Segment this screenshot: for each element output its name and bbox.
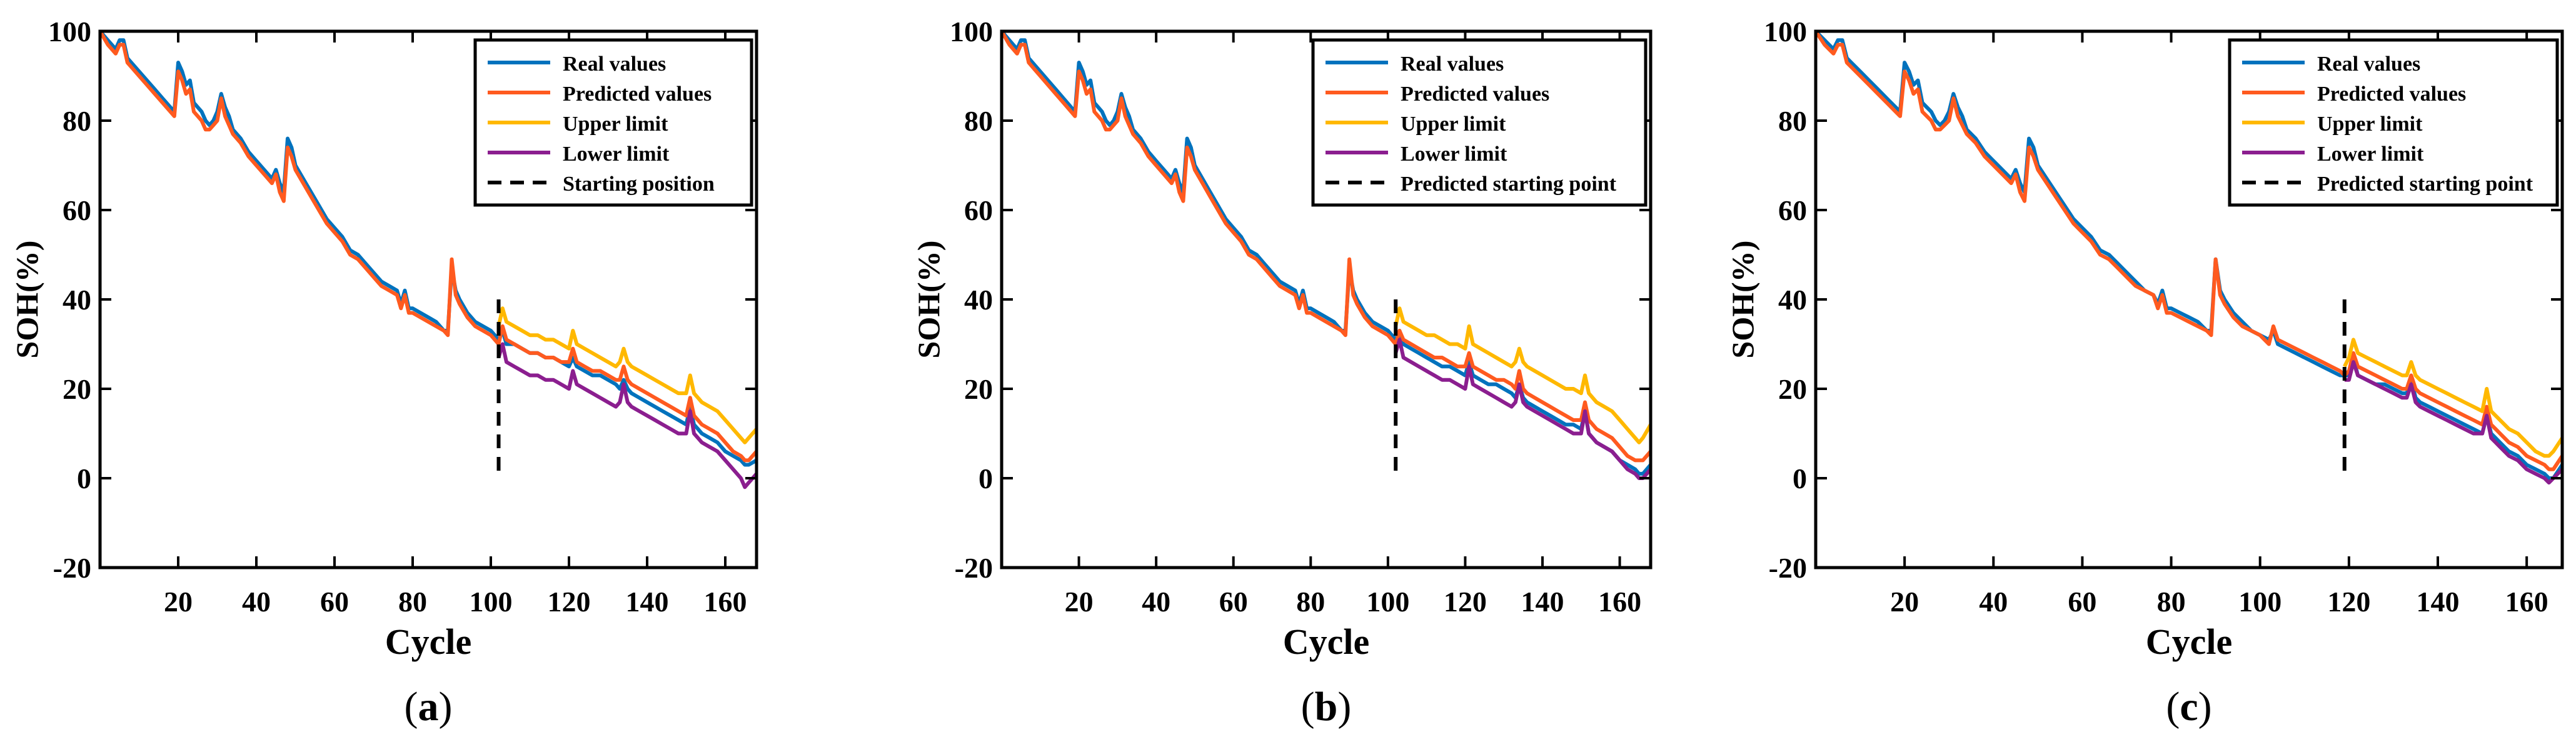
x-tick-label: 60 — [320, 586, 349, 618]
x-tick-label: 60 — [1219, 586, 1248, 618]
panel-b: 20 40 60 80 100 120 140 160-20020406080100Cycle… — [911, 16, 1653, 729]
panel-label: (a) — [405, 684, 453, 729]
x-axis-label: Cycle — [2146, 621, 2233, 662]
y-tick-label: 40 — [63, 284, 91, 316]
legend-label: Starting position — [563, 173, 715, 196]
y-tick-label: 0 — [979, 463, 993, 494]
x-tick-label: 80 — [398, 586, 427, 618]
y-tick-label: -20 — [1769, 552, 1807, 584]
panel-label-close: ) — [2198, 684, 2212, 729]
legend-label: Upper limit — [1401, 113, 1506, 136]
y-tick-label: -20 — [53, 552, 91, 584]
legend-label: Predicted values — [563, 83, 712, 106]
y-tick-label: 80 — [1778, 105, 1807, 137]
y-tick-label: -20 — [955, 552, 993, 584]
panel-label-letter: b — [1315, 684, 1338, 729]
panel-label-open: ( — [2166, 684, 2180, 729]
y-tick-label: 0 — [77, 463, 91, 494]
x-tick-label: 160 — [2505, 586, 2548, 618]
series-line-upper — [496, 306, 758, 444]
x-axis-label: Cycle — [1283, 621, 1370, 662]
x-tick-label: 80 — [2157, 586, 2186, 618]
series-line-predicted — [1814, 30, 2564, 471]
legend-label: Predicted values — [1401, 83, 1549, 106]
x-tick-label: 160 — [1598, 586, 1641, 618]
y-tick-label: 20 — [63, 373, 91, 405]
x-tick-label: 100 — [2238, 586, 2282, 618]
x-tick-label: 20 — [1890, 586, 1919, 618]
series-line-real — [1814, 29, 2564, 480]
y-tick-label: 60 — [1778, 194, 1807, 226]
x-tick-label: 20 — [164, 586, 193, 618]
panel-label: (b) — [1301, 684, 1352, 729]
x-tick-label: 100 — [470, 586, 513, 618]
legend: Real values Predicted values Upper limit Lo… — [473, 38, 753, 207]
legend-box — [473, 38, 753, 207]
panel-c: 20 40 60 80 100 120 140 160-20020406080100Cycle… — [1725, 16, 2564, 729]
x-tick-label: 80 — [1296, 586, 1325, 618]
panel-label-open: ( — [405, 684, 418, 729]
y-tick-label: 60 — [964, 194, 993, 226]
series-line-upper — [2343, 338, 2564, 458]
panel-label-close: ) — [439, 684, 453, 729]
x-tick-label: 120 — [548, 586, 591, 618]
x-tick-label: 40 — [242, 586, 271, 618]
legend: Real values Predicted values Upper limit Lo… — [1311, 38, 1648, 207]
y-tick-label: 40 — [1778, 284, 1807, 316]
legend-label: Real values — [563, 53, 666, 76]
y-axis-label: SOH(%) — [1725, 241, 1760, 359]
legend-label: Predicted starting point — [2317, 173, 2533, 196]
y-axis-label: SOH(%) — [911, 241, 946, 359]
x-tick-label: 140 — [1521, 586, 1564, 618]
legend: Real values Predicted values Upper limit Lo… — [2228, 38, 2559, 207]
panel-label-letter: a — [418, 684, 439, 729]
y-tick-label: 20 — [964, 373, 993, 405]
series-line-predicted — [98, 30, 758, 463]
legend-label: Lower limit — [563, 143, 670, 166]
legend-label: Real values — [1401, 53, 1504, 76]
panel-label-open: ( — [1301, 684, 1315, 729]
legend-label: Predicted starting point — [1401, 173, 1617, 196]
legend-label: Predicted values — [2317, 83, 2466, 106]
y-tick-label: 80 — [63, 105, 91, 137]
y-tick-label: 60 — [63, 194, 91, 226]
legend-label: Lower limit — [1401, 143, 1507, 166]
panel-a: 20 40 60 80 100 120 140 160-20020406080100Cycle… — [9, 16, 758, 729]
y-tick-label: 100 — [1764, 16, 1807, 48]
legend-label: Lower limit — [2317, 143, 2424, 166]
x-tick-label: 40 — [1142, 586, 1170, 618]
y-tick-label: 100 — [950, 16, 993, 48]
x-tick-label: 60 — [2068, 586, 2096, 618]
legend-label: Real values — [2317, 53, 2420, 76]
legend-label: Upper limit — [2317, 113, 2423, 136]
y-tick-label: 100 — [48, 16, 91, 48]
series-line-predicted — [1000, 30, 1653, 463]
y-axis-label: SOH(%) — [9, 241, 44, 359]
x-axis-label: Cycle — [385, 621, 472, 662]
x-tick-label: 40 — [1979, 586, 2008, 618]
legend-label: Upper limit — [563, 113, 668, 136]
x-tick-label: 100 — [1366, 586, 1409, 618]
panel-label-letter: c — [2180, 684, 2198, 729]
y-tick-label: 80 — [964, 105, 993, 137]
y-tick-label: 0 — [1793, 463, 1807, 494]
x-tick-label: 20 — [1065, 586, 1094, 618]
y-tick-label: 20 — [1778, 373, 1807, 405]
series-line-lower — [1394, 338, 1653, 480]
x-tick-label: 120 — [2327, 586, 2370, 618]
series-line-lower — [2344, 360, 2564, 485]
panel-label: (c) — [2166, 684, 2211, 729]
y-tick-label: 40 — [964, 284, 993, 316]
x-tick-label: 160 — [704, 586, 747, 618]
series-line-upper — [1394, 306, 1653, 444]
x-tick-label: 140 — [626, 586, 669, 618]
x-tick-label: 120 — [1444, 586, 1487, 618]
legend-box — [1311, 38, 1648, 207]
x-tick-label: 140 — [2417, 586, 2460, 618]
series-line-lower — [496, 342, 758, 489]
panel-label-close: ) — [1337, 684, 1351, 729]
